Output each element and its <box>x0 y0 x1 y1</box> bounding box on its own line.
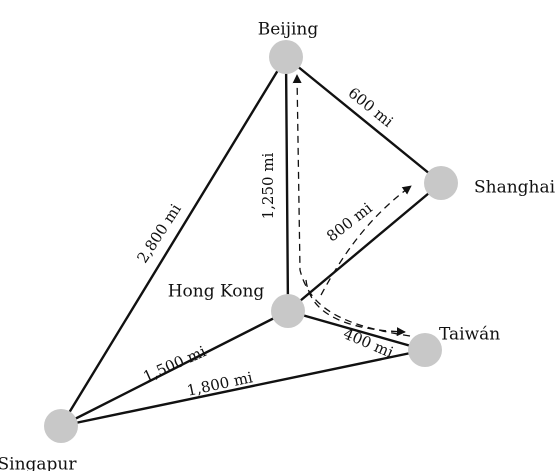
edge-hongkong-singapur <box>59 309 290 428</box>
routes-layer <box>292 74 412 337</box>
dashed-route-route-3 <box>305 279 406 337</box>
edge-beijing-shanghai <box>284 55 443 185</box>
city-label-beijing: Beijing <box>258 20 319 40</box>
node-singapur <box>44 409 78 443</box>
edge-hongkong-taiwan <box>286 309 427 352</box>
distance-label-hongkong-shanghai: 800 mi <box>323 199 376 246</box>
nodes-layer <box>44 40 458 443</box>
edges-layer <box>59 55 443 428</box>
distance-label-singapur-taiwan: 1,800 mi <box>185 368 254 400</box>
distance-label-hongkong-taiwan: 400 mi <box>341 325 396 362</box>
city-label-singapur: Singapur <box>0 455 77 471</box>
node-taiwan <box>408 333 442 367</box>
node-shanghai <box>424 166 458 200</box>
edge-beijing-hongkong <box>284 55 290 313</box>
city-label-shanghai: Shanghai <box>474 178 556 198</box>
city-label-hongkong: Hong Kong <box>168 282 265 302</box>
city-label-taiwan: Taiwán <box>439 325 500 345</box>
edge-beijing-singapur <box>59 55 288 428</box>
edge-singapur-taiwan <box>59 348 427 428</box>
edge-hongkong-shanghai <box>286 181 443 313</box>
distance-label-beijing-shanghai: 600 mi <box>345 84 397 131</box>
distance-label-beijing-hongkong: 1,250 mi <box>259 152 277 219</box>
node-hongkong <box>271 294 305 328</box>
dashed-route-route-1 <box>320 185 412 296</box>
node-beijing <box>269 40 303 74</box>
